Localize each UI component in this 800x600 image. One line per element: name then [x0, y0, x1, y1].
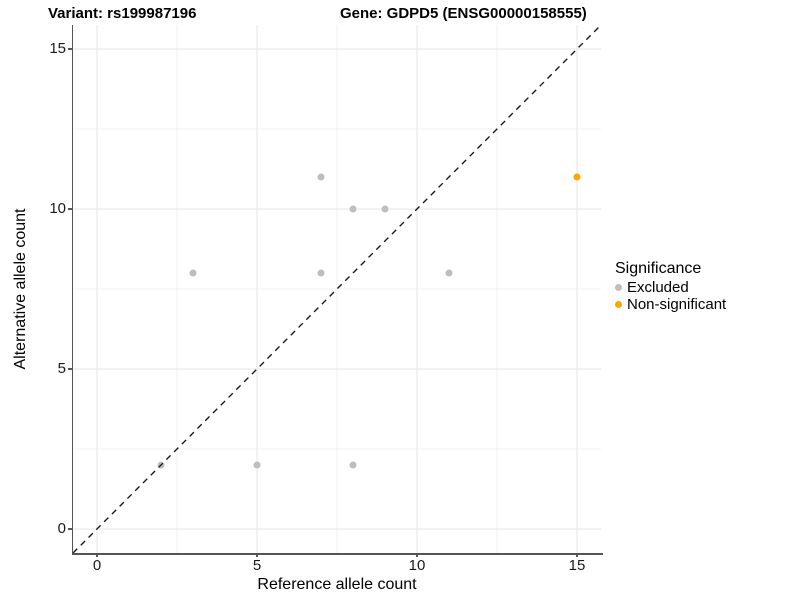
x-tick-label: 10 [408, 557, 426, 574]
y-axis-label: Alternative allele count [12, 208, 29, 370]
data-points [157, 173, 581, 469]
legend: Significance Excluded Non-significant [615, 260, 726, 313]
excluded-dot-icon [615, 284, 622, 291]
y-axis-line [71, 25, 73, 554]
x-axis-line [71, 553, 603, 555]
y-tick-mark [68, 368, 72, 370]
x-tick-mark [96, 553, 98, 557]
x-tick-label: 0 [92, 557, 102, 574]
gene-title: Gene: GDPD5 (ENSG00000158555) [340, 5, 587, 22]
legend-item-non-significant: Non-significant [615, 296, 726, 313]
plot-panel [72, 24, 602, 554]
plot-canvas [72, 24, 602, 554]
x-tick-mark [256, 553, 258, 557]
identity-dashed-line [72, 24, 602, 554]
non-significant-dot-icon [615, 301, 622, 308]
y-tick-mark [68, 208, 72, 210]
x-tick-label: 5 [252, 557, 262, 574]
legend-item-excluded: Excluded [615, 279, 726, 296]
x-tick-label: 15 [568, 557, 586, 574]
legend-title: Significance [615, 260, 702, 277]
gridlines-major [73, 25, 601, 553]
gridlines-minor [73, 25, 601, 553]
x-axis-label: Reference allele count [257, 576, 417, 593]
y-tick-mark [68, 48, 72, 50]
legend-item-label: Excluded [627, 279, 689, 296]
legend-item-label: Non-significant [627, 296, 727, 313]
y-tick-label: 5 [57, 360, 66, 377]
y-tick-mark [68, 528, 72, 530]
y-tick-label: 15 [49, 40, 66, 57]
y-tick-label: 0 [57, 520, 66, 537]
x-tick-mark [576, 553, 578, 557]
variant-title: Variant: rs199987196 [48, 5, 197, 22]
y-tick-label: 10 [49, 200, 66, 217]
x-tick-mark [416, 553, 418, 557]
